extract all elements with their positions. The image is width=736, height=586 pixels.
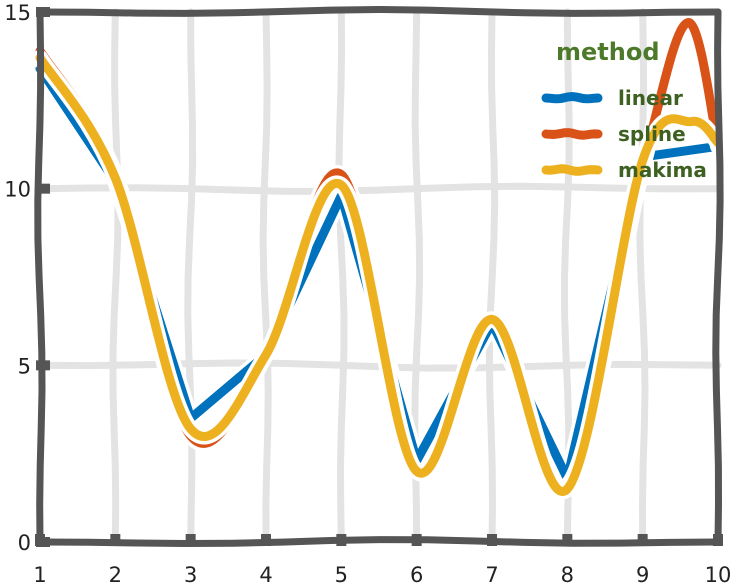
x-tick-label: 10 — [705, 563, 732, 586]
y-tick-mark — [36, 7, 50, 17]
x-tick-mark — [487, 534, 497, 546]
y-tick-mark — [36, 183, 50, 194]
y-tick-label: 0 — [18, 531, 31, 555]
series-lines — [32, 14, 726, 500]
axis-line — [712, 8, 724, 546]
grid-line-x — [184, 8, 197, 546]
axis-ticks: 1 2 3 4 5 6 7 8 9 10 0 5 10 15 — [4, 1, 731, 586]
x-tick-mark — [336, 534, 347, 546]
x-tick-label: 3 — [184, 563, 197, 586]
x-tick-mark — [261, 534, 271, 546]
x-tick-label: 2 — [109, 563, 122, 586]
y-tick-mark — [36, 360, 50, 371]
grid-line-y — [36, 182, 722, 195]
legend: method linear spline makima — [541, 38, 707, 182]
legend-swatch-makima — [541, 164, 603, 176]
legend-label-makima: makima — [618, 158, 707, 182]
x-tick-mark — [713, 534, 723, 546]
grid-line-x — [636, 8, 649, 546]
y-tick-label: 10 — [4, 178, 31, 202]
x-tick-mark — [562, 534, 573, 546]
legend-label-spline: spline — [618, 122, 686, 146]
axis-line — [36, 536, 722, 548]
x-tick-label: 7 — [485, 563, 498, 586]
x-tick-label: 8 — [561, 563, 574, 586]
axis-line — [36, 5, 722, 17]
x-tick-mark — [110, 534, 121, 546]
series-line-makima — [35, 53, 723, 496]
grid-line-x — [485, 8, 499, 546]
x-tick-label: 9 — [636, 563, 649, 586]
grid-line-x — [109, 8, 122, 546]
legend-swatch-spline — [541, 128, 603, 140]
x-tick-mark — [637, 534, 648, 546]
grid-line-x — [335, 8, 348, 546]
legend-title: method — [556, 38, 660, 66]
y-tick-mark — [36, 537, 50, 547]
x-tick-mark — [185, 534, 196, 546]
x-tick-label: 4 — [259, 563, 272, 586]
grid-line-x — [259, 8, 272, 546]
legend-label-linear: linear — [618, 86, 683, 110]
y-tick-label: 5 — [18, 354, 31, 378]
x-tick-label: 1 — [33, 563, 46, 586]
y-tick-label: 15 — [4, 1, 31, 25]
x-tick-label: 6 — [410, 563, 423, 586]
x-tick-label: 5 — [335, 563, 348, 586]
plot-frame — [34, 5, 724, 548]
x-tick-mark — [411, 534, 422, 546]
legend-swatch-linear — [541, 91, 603, 104]
axis-line — [34, 8, 46, 546]
